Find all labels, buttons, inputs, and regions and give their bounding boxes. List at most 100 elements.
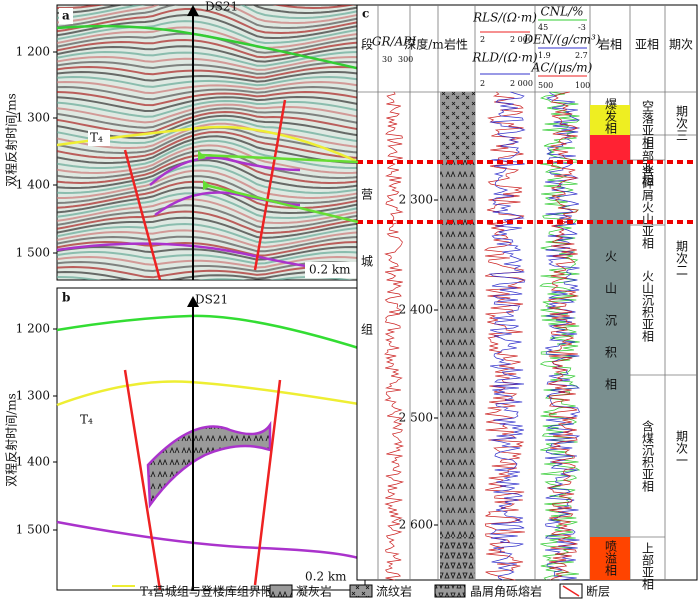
range-label: 2	[480, 79, 485, 88]
arrow-head	[187, 5, 199, 16]
rhyolite	[440, 92, 475, 160]
log-trace	[546, 91, 579, 581]
depth-label: 2 400	[399, 303, 433, 317]
reflection	[57, 95, 362, 113]
reflection	[57, 216, 362, 239]
reflection	[57, 75, 362, 88]
reflection	[57, 192, 362, 220]
panel-label: c	[362, 7, 369, 21]
horizon-line	[56, 520, 366, 562]
range-label: 100	[575, 81, 590, 90]
subfacies-label: 含碎屑火山亚相	[641, 164, 655, 249]
reflection	[57, 164, 362, 195]
header: 期次	[669, 38, 693, 52]
header: 亚相	[635, 38, 659, 52]
y-tick-label: 1 300	[16, 111, 50, 125]
depth-label: 2 300	[399, 193, 433, 207]
fault-line	[123, 99, 287, 280]
legend-text: 凝灰岩	[296, 584, 332, 599]
y-tick-label: 1 400	[16, 178, 50, 192]
reflection	[57, 55, 362, 71]
reflection	[57, 169, 362, 200]
log-frame	[356, 4, 698, 581]
formation-label: 营	[361, 188, 373, 202]
range-label: 2	[480, 35, 485, 44]
log-curves	[384, 91, 581, 581]
facies-block	[590, 105, 630, 135]
reflection	[57, 122, 362, 150]
reflection	[57, 235, 362, 253]
subfacies-label: 含煤沉积亚相	[641, 419, 655, 492]
legend-swatch	[349, 584, 373, 598]
reflection	[57, 5, 356, 10]
reflection	[57, 186, 362, 215]
axis-title: 双程反射时间/ms	[4, 93, 19, 187]
subfacies-label: 上部亚相	[641, 542, 655, 590]
subfacies-label: 空落亚相	[641, 100, 655, 148]
range-label: 500	[538, 81, 553, 90]
reflection	[57, 5, 362, 25]
label-bg	[88, 130, 110, 146]
reflection	[57, 65, 362, 79]
reflection	[57, 222, 362, 244]
formation-label: 组	[361, 323, 373, 337]
facies-label: 喷溢相	[604, 540, 618, 576]
header: 岩相	[598, 37, 622, 52]
header: RLS/(Ω·m)	[472, 11, 537, 25]
log-trace	[483, 91, 526, 581]
header: GR/API	[372, 35, 416, 49]
reflection	[57, 250, 362, 265]
reflection	[57, 107, 362, 129]
facies-block	[590, 537, 630, 580]
reflection	[57, 5, 362, 19]
reflection	[57, 70, 362, 83]
period-label: 期次三	[675, 105, 689, 141]
reflection	[57, 20, 362, 45]
legend-text: T₄营城组与登楼库组界限	[140, 584, 273, 599]
legend-text: 晶屑角砾熔岩	[470, 584, 542, 599]
horizon-line	[57, 24, 365, 72]
axis-title: 双程反射时间/ms	[4, 393, 19, 487]
breccia-lava	[440, 537, 475, 580]
range-label: 2 000	[510, 79, 533, 88]
range-label: 45	[538, 23, 548, 32]
link-arrow	[199, 153, 359, 224]
reflection	[57, 45, 362, 63]
horizon-line	[149, 156, 301, 186]
facies-block	[590, 135, 630, 160]
reflection	[57, 90, 362, 107]
range-label: -3	[578, 23, 586, 32]
y-tick-label: 1 400	[16, 455, 50, 469]
reflection	[57, 60, 362, 75]
facies-label: 火山沉积相	[604, 250, 618, 410]
log-trace	[489, 91, 526, 581]
header: CNL/%	[540, 5, 583, 19]
horizon-line	[56, 380, 366, 407]
reflection	[57, 180, 362, 210]
header: AC/(μs/m)	[531, 61, 593, 75]
reflection	[57, 99, 362, 118]
legend-text: 流纹岩	[376, 584, 412, 599]
header: DEN/(g/cm³)	[523, 33, 601, 47]
panel-label: b	[62, 291, 70, 305]
reflection	[57, 255, 362, 269]
well-label: DS21	[205, 0, 238, 14]
scale-label: 0.2 km	[309, 263, 351, 277]
range-label: 2.7	[575, 51, 588, 60]
reflection	[57, 110, 362, 135]
range-label: 1.9	[538, 51, 551, 60]
log-trace	[544, 91, 581, 581]
y-tick-label: 1 500	[16, 523, 50, 537]
legend-swatch	[269, 584, 293, 598]
legend-line	[562, 585, 580, 597]
reflection	[57, 5, 362, 30]
interpretation	[56, 314, 366, 591]
header: 深度/m	[404, 37, 444, 52]
legend-swatch	[434, 584, 466, 598]
label-bg	[59, 8, 73, 24]
label-bg	[305, 262, 361, 278]
reflection	[57, 130, 362, 160]
reflection	[57, 159, 362, 190]
period-label: 期次二	[675, 240, 689, 276]
